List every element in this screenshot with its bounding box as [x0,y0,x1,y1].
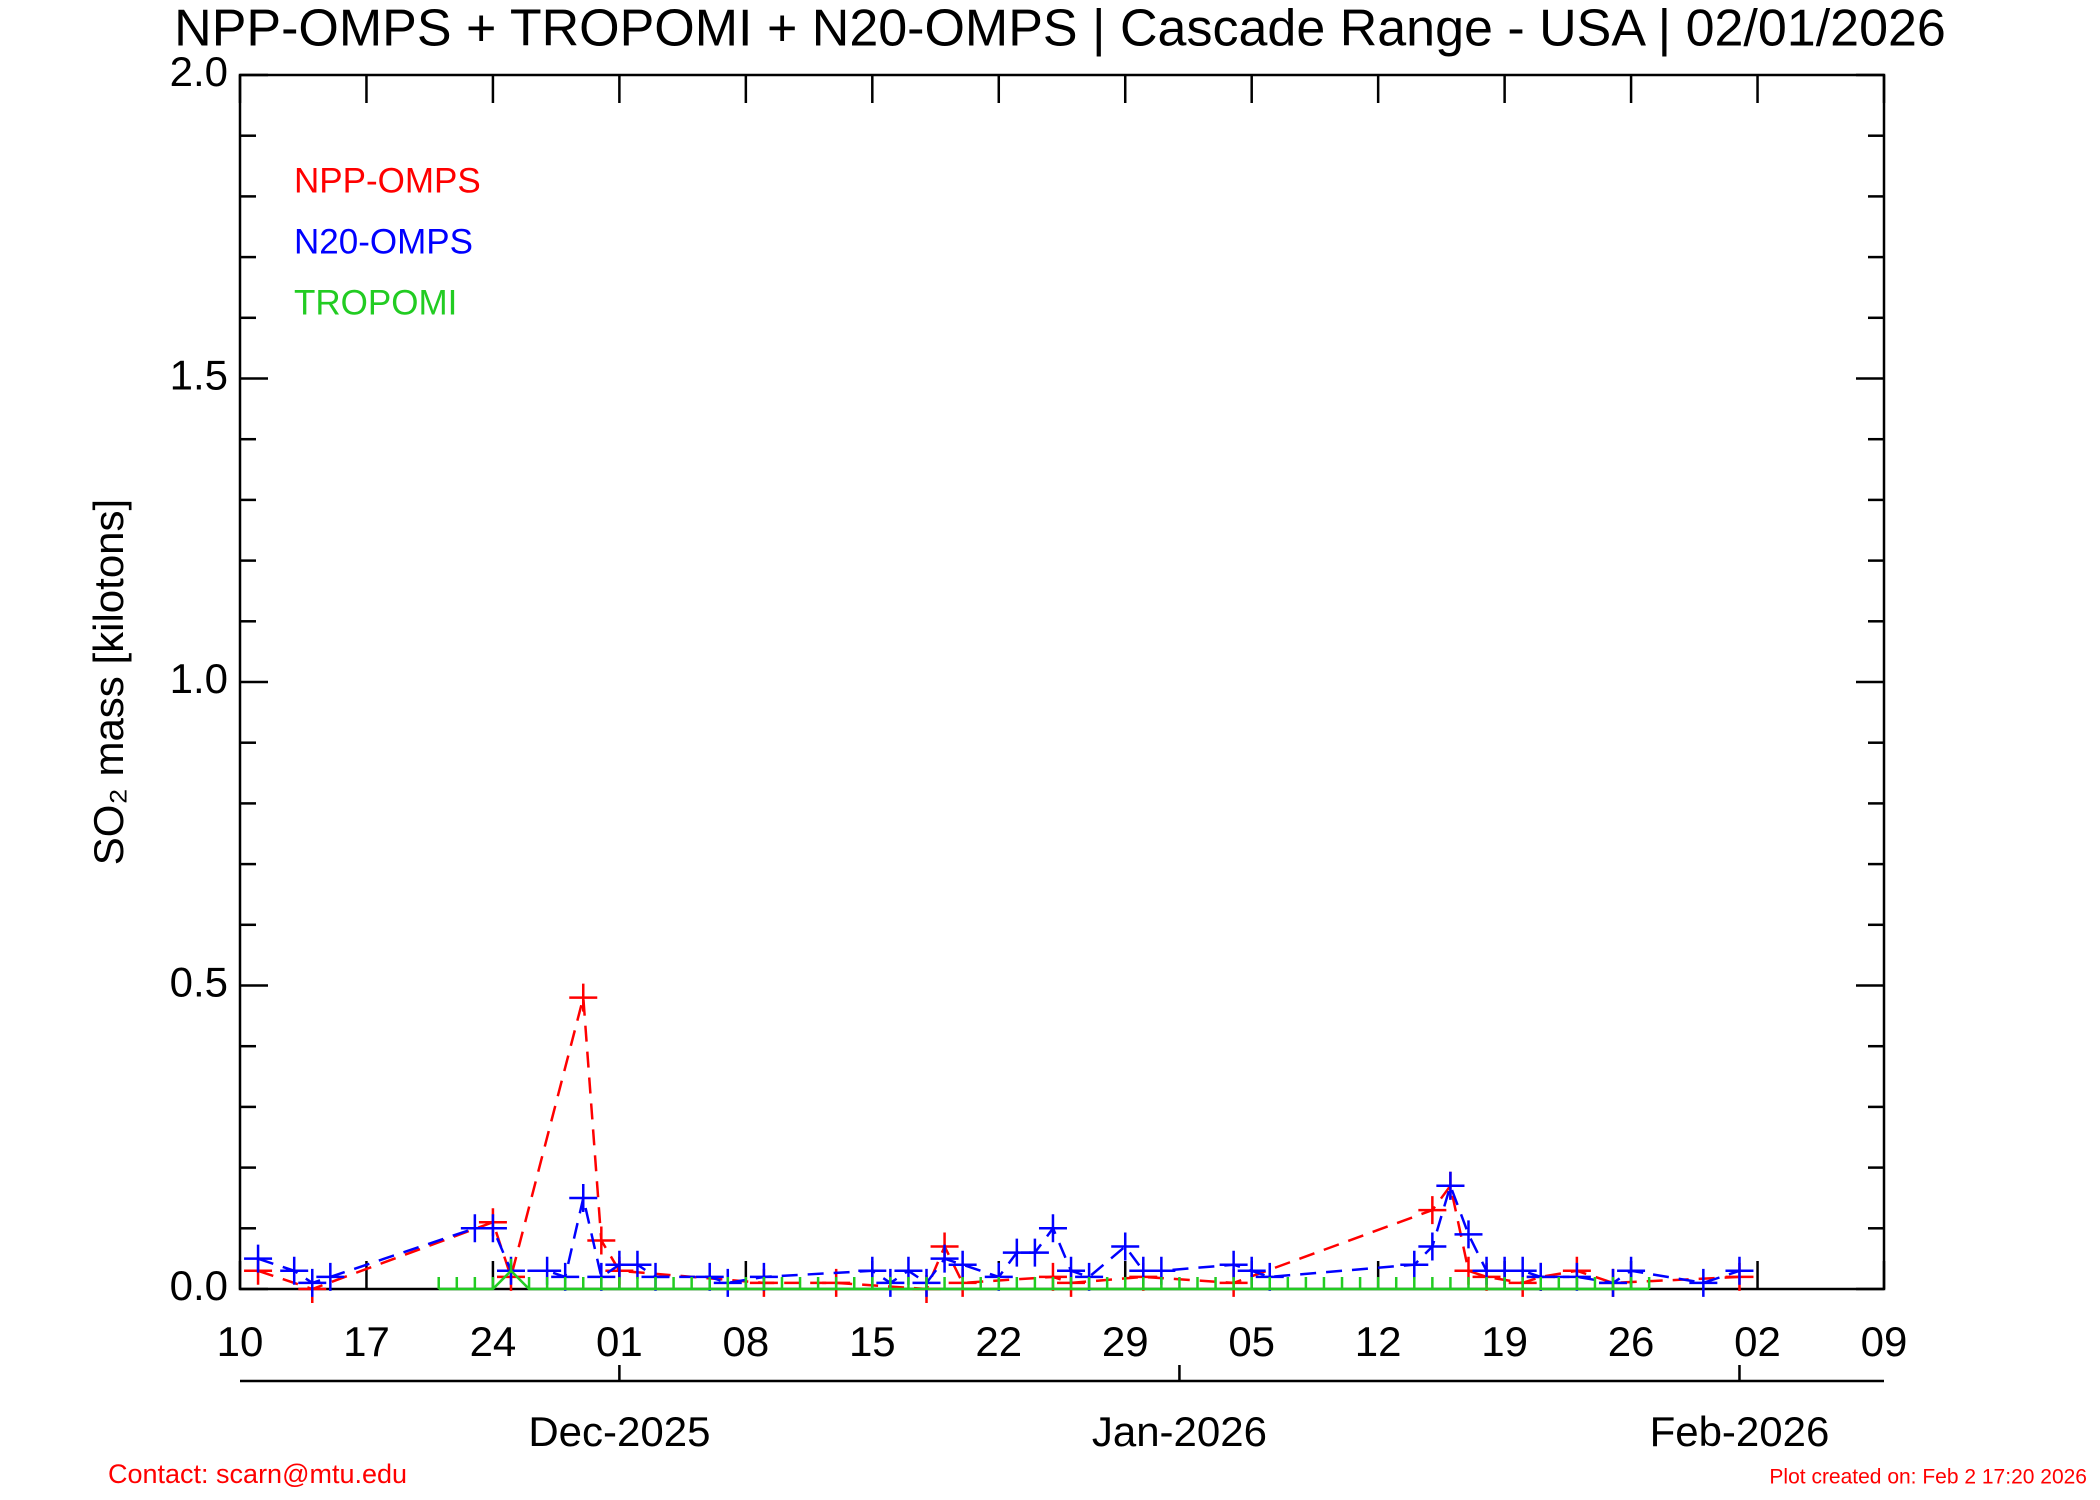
y-tick-label: 0.0 [170,1262,228,1309]
contact-note: Contact: scarn@mtu.edu [108,1459,407,1489]
month-label: Dec-2025 [528,1408,710,1455]
created-note: Plot created on: Feb 2 17:20 2026 [1769,1466,2087,1489]
month-label: Feb-2026 [1650,1408,1830,1455]
data-marker [623,1250,652,1279]
legend-entry: TROPOMI [294,283,457,322]
data-marker [587,1226,616,1255]
data-marker [478,1214,507,1243]
x-tick-label: 02 [1734,1318,1781,1365]
data-marker [298,1268,327,1297]
x-tick-label: 19 [1481,1318,1528,1365]
legend-entry: NPP-OMPS [294,161,481,200]
x-tick-label: 17 [343,1318,390,1365]
data-marker [1038,1214,1067,1243]
x-tick-label: 08 [722,1318,769,1365]
chart-title: NPP-OMPS + TROPOMI + N20-OMPS | Cascade … [174,0,1946,58]
y-tick-label: 1.0 [170,655,228,702]
data-marker [244,1244,273,1273]
data-marker [1418,1232,1447,1261]
data-marker [1400,1250,1429,1279]
data-marker [1111,1232,1140,1261]
y-tick-label: 1.5 [170,352,228,399]
y-tick-label: 0.5 [170,959,228,1006]
data-marker [569,1183,598,1212]
data-marker [1219,1250,1248,1279]
data-marker [1454,1220,1483,1249]
data-marker [948,1250,977,1279]
x-tick-label: 09 [1861,1318,1908,1365]
plot-frame [238,73,1886,1291]
x-tick-label: 12 [1355,1318,1402,1365]
x-tick-label: 05 [1228,1318,1275,1365]
legend-entry: N20-OMPS [294,222,473,261]
series-line [257,997,1740,1291]
x-tick-label: 24 [470,1318,517,1365]
x-tick-label: 29 [1102,1318,1149,1365]
y-tick-label: 2.0 [170,48,228,95]
month-label: Jan-2026 [1092,1408,1267,1455]
data-marker [1689,1268,1718,1297]
data-marker [1436,1171,1465,1200]
data-marker [930,1244,959,1273]
data-marker [1418,1196,1447,1225]
series-line [438,1269,1650,1291]
data-marker [316,1262,345,1291]
x-tick-label: 15 [849,1318,896,1365]
data-marker [1020,1238,1049,1267]
y-axis-label: SO₂ mass [kilotons] [85,499,132,865]
x-tick-label: 01 [596,1318,643,1365]
x-tick-label: 22 [975,1318,1022,1365]
data-marker [280,1256,309,1285]
data-marker [569,983,598,1012]
x-tick-label: 10 [217,1318,264,1365]
data-marker [1725,1256,1754,1285]
x-tick-label: 26 [1608,1318,1655,1365]
